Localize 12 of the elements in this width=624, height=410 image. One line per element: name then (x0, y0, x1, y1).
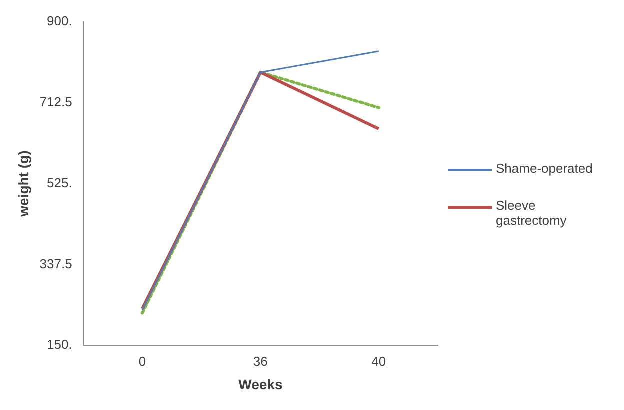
y-tick-label: 337.5 (40, 256, 72, 272)
x-tick-label: 36 (253, 354, 268, 369)
legend-label: Shame-operated (496, 160, 594, 176)
y-tick-label: 712.5 (40, 94, 72, 110)
y-tick-label: 900. (47, 14, 72, 29)
y-tick-label: 150. (47, 337, 72, 352)
x-axis-title: Weeks (238, 376, 283, 392)
legend-label: Sleeve gastrectomy (496, 198, 568, 228)
x-tick-label: 0 (138, 354, 146, 369)
x-tick-label: 40 (372, 354, 386, 369)
y-axis-title: weight (g) (15, 150, 32, 218)
y-tick-label: 525. (47, 175, 72, 190)
